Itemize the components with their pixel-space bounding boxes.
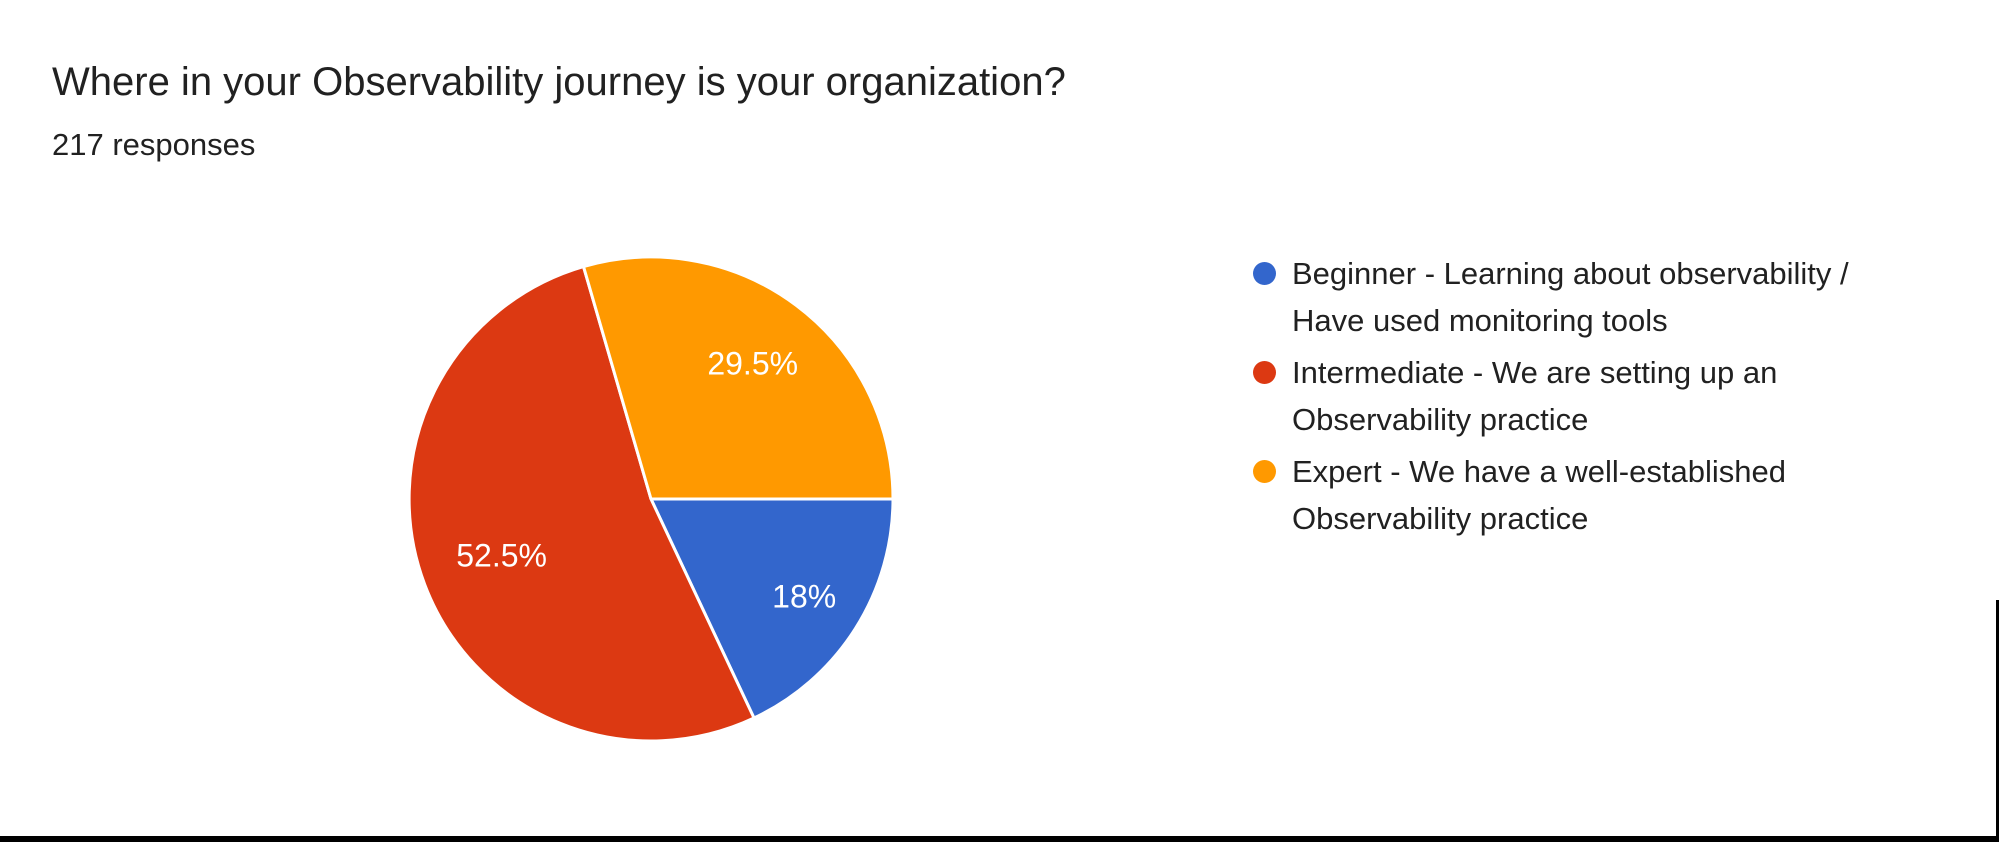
legend-swatch-circle-icon [1253, 361, 1276, 384]
legend-item-beginner: Beginner - Learning about observability … [1253, 250, 1943, 344]
legend-swatch-circle-icon [1253, 262, 1276, 285]
screen-edge-bottom [0, 836, 1999, 842]
pie-slice-label-expert: 29.5% [707, 346, 798, 382]
screen-edge-right [1996, 600, 1999, 842]
pie-slice-label-beginner: 18% [772, 578, 836, 614]
legend-item-label: Beginner - Learning about observability … [1292, 256, 1849, 338]
legend-item-label: Expert - We have a well-established Obser… [1292, 454, 1786, 536]
pie-chart: 18% 52.5% 29.5% [407, 255, 895, 743]
chart-title: Where in your Observability journey is y… [52, 60, 1066, 104]
legend-swatch-circle-icon [1253, 460, 1276, 483]
pie-slice-beginner[interactable] [649, 497, 895, 720]
pie-slice-expert[interactable] [582, 255, 895, 501]
responses-count: 217 responses [52, 127, 256, 162]
chart-legend: Beginner - Learning about observability … [1253, 250, 1943, 547]
legend-item-intermediate: Intermediate - We are setting up an Obser… [1253, 349, 1943, 443]
legend-item-label: Intermediate - We are setting up an Obser… [1292, 355, 1778, 437]
legend-item-expert: Expert - We have a well-established Obser… [1253, 448, 1943, 542]
pie-slice-intermediate[interactable] [407, 265, 756, 743]
pie-slice-label-intermediate: 52.5% [456, 538, 547, 574]
